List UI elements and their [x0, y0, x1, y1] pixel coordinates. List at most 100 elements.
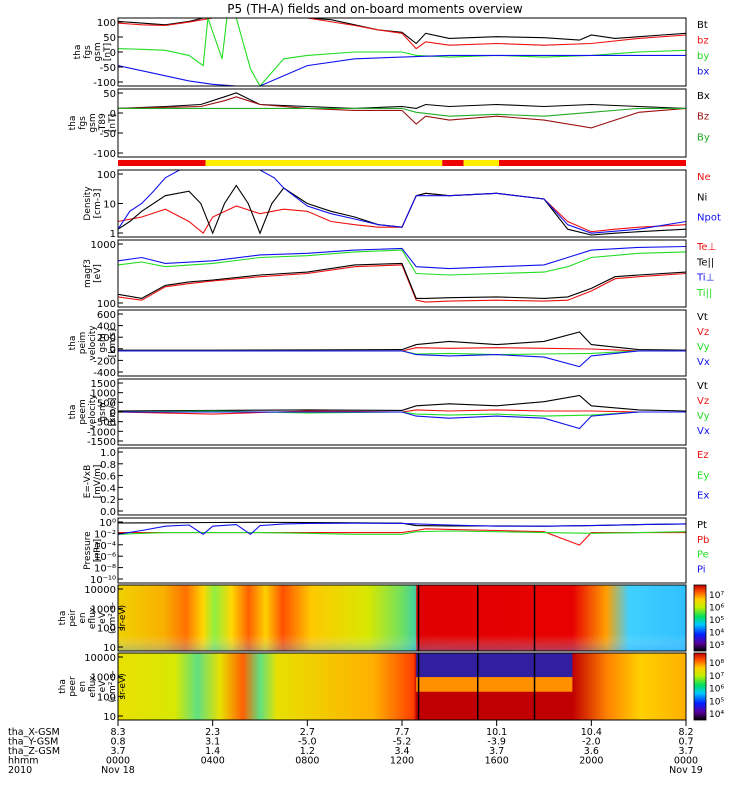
panel-10: 10⁷ 10⁶ 10⁵ 10⁴ 10³ 10000 1000 100 10 thapeirenef… [58, 584, 724, 654]
y-tick-label: 1000 [91, 240, 116, 251]
series-line-ne [117, 192, 687, 235]
y-tick-label: 1500 [91, 379, 116, 390]
y-axis-label-line: velocity [88, 325, 98, 361]
y-axis-label-line: peer [68, 676, 78, 697]
y-axis-label-line: velocity [88, 394, 98, 430]
colorbar [693, 652, 707, 721]
position-value: Nov 19 [669, 765, 703, 776]
y-axis-label-line: eV [98, 680, 108, 693]
y-tick-label: -100 [93, 149, 116, 160]
position-value: 0400 [201, 756, 225, 767]
panel-frame [117, 88, 687, 158]
y-tick-label: 10⁻⁶ [94, 552, 116, 563]
position-value: 1200 [390, 756, 414, 767]
y-axis-label: thafgsgsm[nT] [73, 42, 113, 61]
legend-entry: By [697, 132, 710, 143]
panel-11: 10⁸ 10⁷ 10⁶ 10⁵ 10⁴ 10000 1000 100 10 thapeerenef… [58, 652, 724, 723]
y-tick-label: -200 [93, 356, 116, 367]
y-axis-label-line: Pressure [83, 531, 93, 570]
y-axis-label-line: (cm²-s- [108, 602, 118, 634]
panel-frame [117, 517, 687, 584]
spectrogram-shade [118, 585, 686, 651]
position-label: hhmm [8, 756, 39, 767]
position-value: 1.2 [300, 746, 315, 757]
series-line-by [117, 17, 687, 87]
y-axis-label-line: peir [68, 609, 78, 627]
position-value: -3.9 [487, 737, 506, 748]
series-line-pi [117, 522, 687, 536]
y-tick-label: 400 [97, 322, 116, 333]
position-value: 3.4 [394, 746, 409, 757]
panel-frame [117, 447, 687, 516]
position-value: -5.2 [393, 737, 412, 748]
y-axis-label-line: [nPa] [93, 539, 103, 562]
y-axis-label-line: fgs [83, 45, 93, 59]
y-tick-label: 100 [97, 170, 116, 181]
position-value: 3.7 [678, 746, 693, 757]
position-value: 10.1 [486, 727, 507, 738]
series-line-te [117, 264, 687, 303]
legend-entry: Ti⊥ [696, 273, 714, 284]
y-axis-label-line: gsm [93, 42, 103, 61]
y-tick-label: 50 [103, 33, 116, 44]
y-tick-label: 1.0 [100, 448, 116, 459]
y-axis-label-line: gsm [98, 333, 108, 352]
legend-entry: Ne [697, 172, 711, 183]
orbit-bar-segment [442, 160, 464, 166]
y-axis-label: thapeirenefluxeV(cm²-s-sr-eV) [58, 602, 128, 634]
y-tick-label: 0.2 [100, 495, 116, 506]
y-tick-label: 100 [97, 624, 116, 635]
y-tick-label: 10⁻⁴ [94, 541, 116, 552]
position-value: 2.3 [205, 727, 220, 738]
y-tick-label: 0 [110, 408, 116, 419]
y-tick-label: 0.4 [100, 483, 116, 494]
panel-frame [117, 239, 687, 308]
y-tick-label: 0.8 [100, 460, 116, 471]
position-label: tha_Y-GSM [8, 737, 58, 748]
y-tick-label: 10⁻² [94, 529, 116, 540]
y-tick-label: -500 [93, 418, 116, 429]
panel-2: 50 0 -50 -100 thafgsgsm-T89[nT] Bx Bz By [68, 88, 710, 160]
y-axis-label-line: [nT] [108, 114, 118, 132]
y-axis-label-line: peim [78, 332, 88, 355]
legend-entry: Vy [697, 342, 710, 353]
y-axis-label-line: sr-eV) [118, 605, 128, 631]
legend-entry: Ez [697, 450, 709, 461]
position-value: Nov 18 [101, 765, 135, 776]
y-axis-label-line: [eV] [93, 264, 103, 283]
y-axis-label-line: (cm²-s- [108, 670, 118, 702]
position-label: 2010 [8, 765, 32, 776]
series-line-by [118, 107, 686, 117]
legend-entry: Pt [697, 520, 707, 531]
y-axis-label-line: [km/s] [108, 398, 118, 427]
y-tick-label: -50 [100, 63, 116, 74]
y-axis-label-line: [nT] [103, 43, 113, 61]
y-axis-label-line: tha [68, 336, 78, 351]
panel-5: 1000 100 magf3[eV] Te⊥ Te|| Ti⊥ Ti|| [83, 239, 716, 310]
y-tick-label: -100 [93, 78, 116, 89]
series-line-vt [117, 394, 687, 412]
legend-entry: Ni [697, 192, 707, 203]
y-axis-label-line: gsm [98, 402, 108, 421]
panel-8: 1.00.80.60.40.20.0 E=-VxB[mV/m] Ez Ey Ex [83, 447, 709, 518]
position-value: 0.8 [110, 737, 125, 748]
y-tick-label: 0.6 [100, 472, 116, 483]
colorbar-tick-label: 10⁶ [709, 685, 724, 695]
y-tick-label: 10⁰ [99, 518, 116, 529]
y-axis-label-line: eflux [88, 675, 98, 698]
y-axis-label-line: tha [68, 116, 78, 131]
legend-entry: Te|| [696, 257, 714, 268]
legend-entry: Vt [697, 381, 708, 392]
legend-entry: Pe [697, 550, 709, 561]
y-axis-label-line: tha [73, 45, 83, 60]
y-tick-label: 10⁻⁸ [94, 564, 116, 575]
y-axis-label-line: tha [58, 679, 68, 694]
y-axis-label-line: tha [58, 611, 68, 626]
y-axis-label: thapeerenefluxeV(cm²-s-sr-eV) [58, 670, 128, 702]
orbit-bar-segment [205, 160, 443, 166]
colorbar-tick-label: 10⁴ [709, 710, 724, 720]
orbit-bar-segment [463, 160, 500, 166]
colorbar-tick-label: 10⁵ [709, 697, 724, 707]
y-tick-label: 1 [110, 229, 116, 240]
